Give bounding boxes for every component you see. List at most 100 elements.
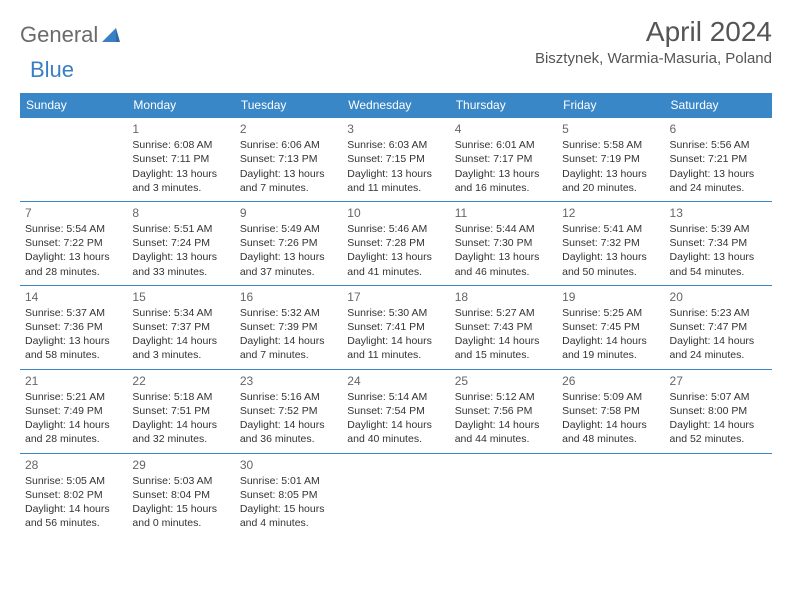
day-header: Friday xyxy=(557,93,664,118)
calendar-cell: 26Sunrise: 5:09 AMSunset: 7:58 PMDayligh… xyxy=(557,369,664,453)
sunset-text: Sunset: 7:24 PM xyxy=(132,236,229,250)
sunrise-text: Sunrise: 5:21 AM xyxy=(25,390,122,404)
day-number: 4 xyxy=(455,121,552,137)
sunrise-text: Sunrise: 5:03 AM xyxy=(132,474,229,488)
calendar-cell: 20Sunrise: 5:23 AMSunset: 7:47 PMDayligh… xyxy=(665,285,772,369)
daylight-text: Daylight: 14 hours and 40 minutes. xyxy=(347,418,444,446)
daylight-text: Daylight: 13 hours and 58 minutes. xyxy=(25,334,122,362)
logo-text-general: General xyxy=(20,22,98,48)
sunrise-text: Sunrise: 5:34 AM xyxy=(132,306,229,320)
sunset-text: Sunset: 7:43 PM xyxy=(455,320,552,334)
daylight-text: Daylight: 14 hours and 7 minutes. xyxy=(240,334,337,362)
daylight-text: Daylight: 14 hours and 19 minutes. xyxy=(562,334,659,362)
calendar-week-row: 21Sunrise: 5:21 AMSunset: 7:49 PMDayligh… xyxy=(20,369,772,453)
day-number: 20 xyxy=(670,289,767,305)
day-number: 7 xyxy=(25,205,122,221)
day-number: 1 xyxy=(132,121,229,137)
sunset-text: Sunset: 8:05 PM xyxy=(240,488,337,502)
day-header: Thursday xyxy=(450,93,557,118)
daylight-text: Daylight: 13 hours and 50 minutes. xyxy=(562,250,659,278)
sunrise-text: Sunrise: 5:51 AM xyxy=(132,222,229,236)
sunset-text: Sunset: 7:58 PM xyxy=(562,404,659,418)
calendar-cell: 9Sunrise: 5:49 AMSunset: 7:26 PMDaylight… xyxy=(235,201,342,285)
sunrise-text: Sunrise: 5:25 AM xyxy=(562,306,659,320)
day-number: 18 xyxy=(455,289,552,305)
sunset-text: Sunset: 7:39 PM xyxy=(240,320,337,334)
daylight-text: Daylight: 13 hours and 11 minutes. xyxy=(347,167,444,195)
daylight-text: Daylight: 14 hours and 36 minutes. xyxy=(240,418,337,446)
day-header-row: Sunday Monday Tuesday Wednesday Thursday… xyxy=(20,93,772,118)
sunrise-text: Sunrise: 5:32 AM xyxy=(240,306,337,320)
sunset-text: Sunset: 7:26 PM xyxy=(240,236,337,250)
sunset-text: Sunset: 8:00 PM xyxy=(670,404,767,418)
day-number: 17 xyxy=(347,289,444,305)
day-number: 21 xyxy=(25,373,122,389)
daylight-text: Daylight: 13 hours and 33 minutes. xyxy=(132,250,229,278)
sunset-text: Sunset: 7:34 PM xyxy=(670,236,767,250)
calendar-cell: 1Sunrise: 6:08 AMSunset: 7:11 PMDaylight… xyxy=(127,118,234,202)
sunrise-text: Sunrise: 5:05 AM xyxy=(25,474,122,488)
daylight-text: Daylight: 14 hours and 28 minutes. xyxy=(25,418,122,446)
calendar-cell xyxy=(557,453,664,536)
daylight-text: Daylight: 13 hours and 16 minutes. xyxy=(455,167,552,195)
sunset-text: Sunset: 7:32 PM xyxy=(562,236,659,250)
calendar-cell: 6Sunrise: 5:56 AMSunset: 7:21 PMDaylight… xyxy=(665,118,772,202)
calendar-week-row: 1Sunrise: 6:08 AMSunset: 7:11 PMDaylight… xyxy=(20,118,772,202)
day-number: 8 xyxy=(132,205,229,221)
day-header: Sunday xyxy=(20,93,127,118)
sunset-text: Sunset: 7:56 PM xyxy=(455,404,552,418)
daylight-text: Daylight: 15 hours and 4 minutes. xyxy=(240,502,337,530)
sunset-text: Sunset: 7:37 PM xyxy=(132,320,229,334)
sunrise-text: Sunrise: 5:12 AM xyxy=(455,390,552,404)
calendar-cell: 17Sunrise: 5:30 AMSunset: 7:41 PMDayligh… xyxy=(342,285,449,369)
day-number: 30 xyxy=(240,457,337,473)
day-number: 10 xyxy=(347,205,444,221)
calendar-cell: 13Sunrise: 5:39 AMSunset: 7:34 PMDayligh… xyxy=(665,201,772,285)
daylight-text: Daylight: 13 hours and 41 minutes. xyxy=(347,250,444,278)
day-number: 25 xyxy=(455,373,552,389)
calendar-cell: 25Sunrise: 5:12 AMSunset: 7:56 PMDayligh… xyxy=(450,369,557,453)
title-block: April 2024 Bisztynek, Warmia-Masuria, Po… xyxy=(535,16,772,67)
calendar-cell: 28Sunrise: 5:05 AMSunset: 8:02 PMDayligh… xyxy=(20,453,127,536)
sunset-text: Sunset: 7:52 PM xyxy=(240,404,337,418)
calendar-cell: 10Sunrise: 5:46 AMSunset: 7:28 PMDayligh… xyxy=(342,201,449,285)
day-number: 3 xyxy=(347,121,444,137)
logo-text-blue: Blue xyxy=(30,57,74,83)
daylight-text: Daylight: 14 hours and 32 minutes. xyxy=(132,418,229,446)
sunrise-text: Sunrise: 5:01 AM xyxy=(240,474,337,488)
sunset-text: Sunset: 7:11 PM xyxy=(132,152,229,166)
calendar-cell: 5Sunrise: 5:58 AMSunset: 7:19 PMDaylight… xyxy=(557,118,664,202)
daylight-text: Daylight: 14 hours and 44 minutes. xyxy=(455,418,552,446)
day-number: 22 xyxy=(132,373,229,389)
sunset-text: Sunset: 7:54 PM xyxy=(347,404,444,418)
sunset-text: Sunset: 7:19 PM xyxy=(562,152,659,166)
sunset-text: Sunset: 7:17 PM xyxy=(455,152,552,166)
calendar-cell: 7Sunrise: 5:54 AMSunset: 7:22 PMDaylight… xyxy=(20,201,127,285)
calendar-cell xyxy=(450,453,557,536)
calendar-cell: 3Sunrise: 6:03 AMSunset: 7:15 PMDaylight… xyxy=(342,118,449,202)
calendar-cell: 18Sunrise: 5:27 AMSunset: 7:43 PMDayligh… xyxy=(450,285,557,369)
daylight-text: Daylight: 13 hours and 46 minutes. xyxy=(455,250,552,278)
calendar-cell: 24Sunrise: 5:14 AMSunset: 7:54 PMDayligh… xyxy=(342,369,449,453)
daylight-text: Daylight: 14 hours and 52 minutes. xyxy=(670,418,767,446)
day-number: 13 xyxy=(670,205,767,221)
calendar-cell: 22Sunrise: 5:18 AMSunset: 7:51 PMDayligh… xyxy=(127,369,234,453)
sunset-text: Sunset: 7:15 PM xyxy=(347,152,444,166)
sunrise-text: Sunrise: 5:14 AM xyxy=(347,390,444,404)
sunrise-text: Sunrise: 5:54 AM xyxy=(25,222,122,236)
sunrise-text: Sunrise: 5:44 AM xyxy=(455,222,552,236)
sunset-text: Sunset: 7:51 PM xyxy=(132,404,229,418)
daylight-text: Daylight: 14 hours and 24 minutes. xyxy=(670,334,767,362)
daylight-text: Daylight: 14 hours and 11 minutes. xyxy=(347,334,444,362)
day-header: Saturday xyxy=(665,93,772,118)
calendar-cell xyxy=(665,453,772,536)
calendar-cell xyxy=(342,453,449,536)
calendar-cell: 4Sunrise: 6:01 AMSunset: 7:17 PMDaylight… xyxy=(450,118,557,202)
day-number: 12 xyxy=(562,205,659,221)
sunrise-text: Sunrise: 5:37 AM xyxy=(25,306,122,320)
day-number: 29 xyxy=(132,457,229,473)
sunset-text: Sunset: 7:21 PM xyxy=(670,152,767,166)
calendar-cell: 21Sunrise: 5:21 AMSunset: 7:49 PMDayligh… xyxy=(20,369,127,453)
daylight-text: Daylight: 13 hours and 7 minutes. xyxy=(240,167,337,195)
sunrise-text: Sunrise: 5:49 AM xyxy=(240,222,337,236)
